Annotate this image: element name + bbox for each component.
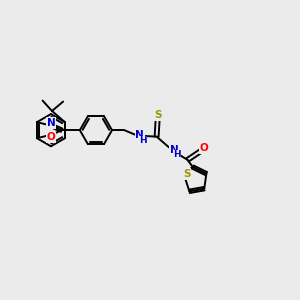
Text: H: H [173,151,181,160]
Text: H: H [139,136,147,145]
Text: S: S [154,110,162,120]
Text: S: S [183,169,190,179]
Text: N: N [135,130,144,140]
Text: N: N [169,145,178,155]
Text: N: N [47,118,56,128]
Text: O: O [47,133,56,142]
Text: O: O [200,143,208,153]
